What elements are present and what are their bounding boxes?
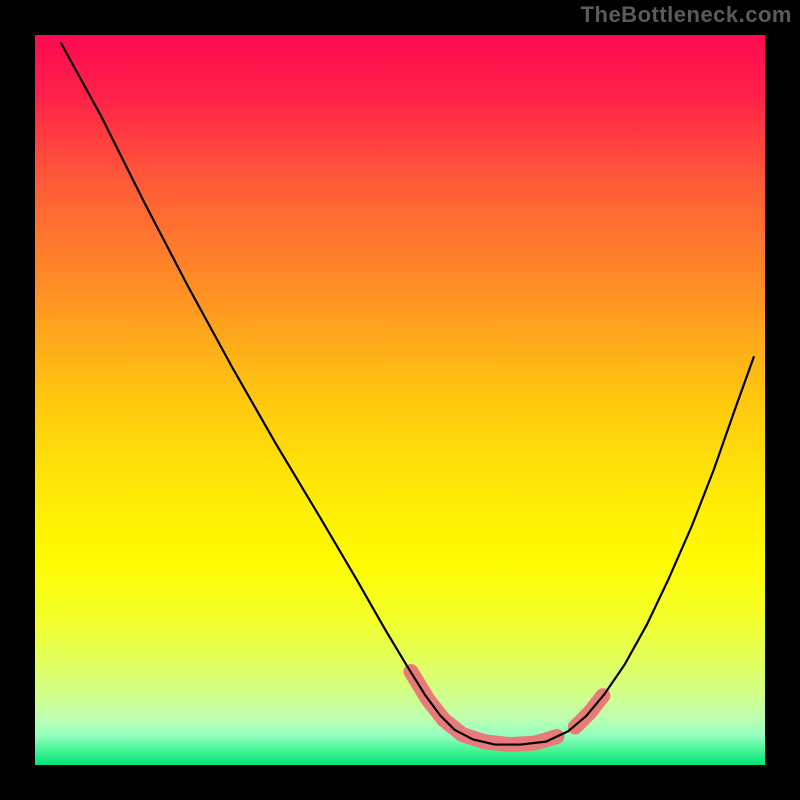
plot-area [35,35,765,765]
watermark-text: TheBottleneck.com [581,2,792,28]
chart-stage: TheBottleneck.com [0,0,800,800]
plot-svg [35,35,765,765]
